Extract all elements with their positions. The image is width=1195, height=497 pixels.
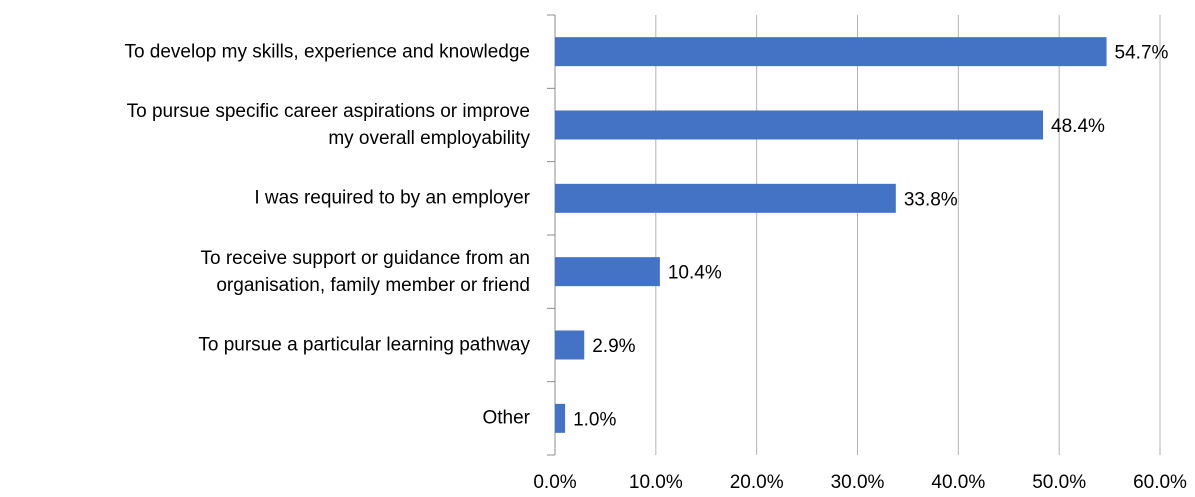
y-tick-label: To pursue a particular learning pathway (198, 334, 530, 356)
value-label: 54.7% (1115, 43, 1169, 64)
bar (555, 403, 566, 433)
y-tick-label: Other (482, 407, 530, 429)
x-tick-label: 10.0% (629, 472, 683, 493)
bar (555, 183, 896, 213)
value-label: 33.8% (904, 189, 958, 210)
value-label: 1.0% (573, 409, 616, 430)
value-label: 48.4% (1051, 116, 1105, 137)
x-tick-label: 60.0% (1133, 472, 1187, 493)
x-tick-label: 40.0% (931, 472, 985, 493)
y-tick-label: To pursue specific career aspirations or… (126, 101, 530, 149)
value-label: 2.9% (592, 336, 635, 357)
bar (555, 37, 1107, 67)
x-tick-label: 50.0% (1032, 472, 1086, 493)
bar (555, 257, 660, 287)
x-tick-label: 20.0% (730, 472, 784, 493)
y-tick-label: To receive support or guidance from an o… (200, 247, 530, 296)
y-tick-label: I was required to by an employer (254, 187, 530, 209)
x-tick-label: 30.0% (831, 472, 885, 493)
value-label: 10.4% (668, 263, 722, 284)
x-tick-label: 0.0% (533, 472, 576, 493)
bar (555, 330, 585, 360)
bar (555, 110, 1044, 140)
y-tick-label: To develop my skills, experience and kno… (124, 41, 530, 63)
